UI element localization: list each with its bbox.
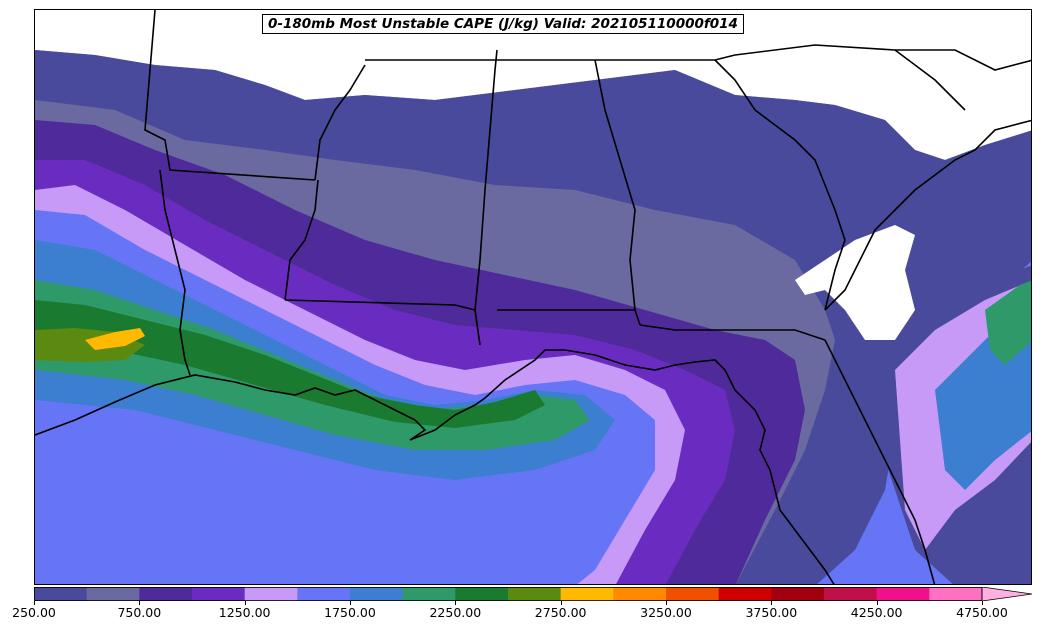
colorbar-tick [666,601,667,605]
colorbar [34,587,1032,601]
colorbar-swatch [824,587,878,601]
colorbar-tick [560,601,562,605]
colorbar-swatch [402,587,456,601]
cape-map [35,10,1031,584]
colorbar-tick-label: 750.00 [117,605,162,620]
colorbar-tick [982,601,983,605]
colorbar-swatch [297,587,351,601]
cape-band-3000 [85,328,145,350]
colorbar-swatch [560,587,614,601]
colorbar-tick-label: 2250.00 [429,605,482,620]
colorbar-tick-label: 3250.00 [640,605,692,620]
state-borders [35,10,1031,584]
georgia-low-cape [795,225,915,340]
colorbar-tick [34,601,35,605]
colorbar-tick-label: 4250.00 [850,605,903,620]
colorbar-swatch [350,587,404,601]
colorbar-swatch [86,587,140,601]
colorbar-swatch [244,587,298,601]
colorbar-tick-label: 4750.00 [956,605,1008,620]
colorbar-swatch [613,587,667,601]
colorbar-swatch [666,587,720,601]
colorbar-tick [455,601,457,605]
colorbar-tick-label: 1250.00 [218,605,271,620]
colorbar-tick-label: 1750.00 [324,605,376,620]
colorbar-tick [350,601,351,605]
colorbar-swatch [929,587,983,601]
cape-band-2250 [35,280,590,450]
colorbar-tick-label: 3750.00 [745,605,798,620]
colorbar-extend-arrow [981,587,1032,601]
colorbar-tick [139,601,141,605]
colorbar-outline [34,587,983,601]
colorbar-swatch [876,587,930,601]
atlantic-green [985,280,1031,365]
colorbar-swatch [34,587,88,601]
colorbar-swatch [139,587,193,601]
colorbar-tick [244,601,246,605]
low-cape-region [35,10,1031,160]
colorbar-swatch [455,587,509,601]
colorbar-tick [771,601,773,605]
colorbar-tick-label: 250.00 [12,605,56,620]
colorbar-swatch [771,587,825,601]
colorbar-tick [876,601,878,605]
colorbar-swatch [192,587,246,601]
colorbar-swatch [718,587,772,601]
map-title: 0-180mb Most Unstable CAPE (J/kg) Valid:… [262,14,744,34]
cape-band-2500 [35,300,545,428]
colorbar-swatch [508,587,562,601]
map-panel [34,9,1032,585]
colorbar-tick-label: 2750.00 [534,605,587,620]
